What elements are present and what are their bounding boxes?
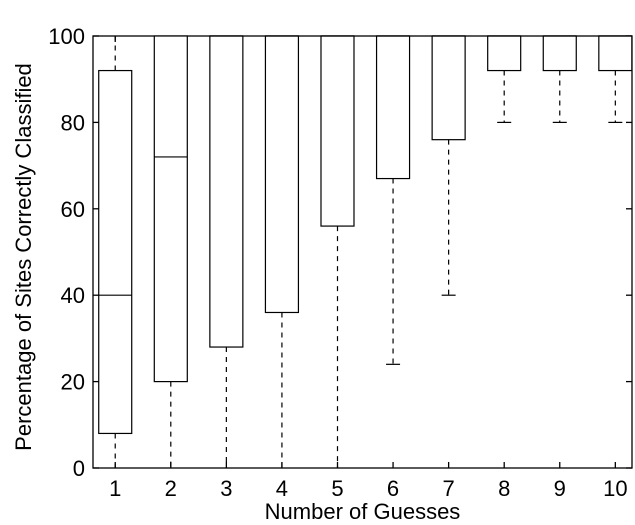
y-tick-label: 0 bbox=[73, 456, 85, 481]
box bbox=[98, 69, 133, 435]
y-tick-label: 60 bbox=[61, 197, 85, 222]
box bbox=[542, 35, 577, 72]
x-tick-label: 8 bbox=[498, 476, 510, 501]
x-tick-label: 3 bbox=[220, 476, 232, 501]
x-tick-label: 5 bbox=[331, 476, 343, 501]
y-axis-label: Percentage of Sites Correctly Classified bbox=[11, 63, 36, 451]
box bbox=[153, 35, 188, 383]
x-tick-label: 7 bbox=[443, 476, 455, 501]
y-tick-label: 20 bbox=[61, 370, 85, 395]
box bbox=[264, 35, 300, 314]
x-axis-label: Number of Guesses bbox=[265, 499, 461, 524]
y-tick-label: 100 bbox=[48, 24, 85, 49]
y-tick-label: 80 bbox=[61, 110, 85, 135]
x-tick-label: 10 bbox=[603, 476, 627, 501]
x-tick-label: 9 bbox=[554, 476, 566, 501]
x-tick-label: 6 bbox=[387, 476, 399, 501]
plot-area: 0 20 40 60 80 100 1 2 3 4 5 6 7 8 9 10 bbox=[48, 24, 633, 501]
x-tick-label: 1 bbox=[109, 476, 121, 501]
x-tick-label: 4 bbox=[276, 476, 288, 501]
plot-frame bbox=[92, 35, 633, 469]
box bbox=[209, 35, 244, 348]
box bbox=[487, 35, 522, 72]
y-tick-label: 40 bbox=[61, 283, 85, 308]
box bbox=[431, 35, 466, 141]
x-tick-label: 2 bbox=[165, 476, 177, 501]
box bbox=[598, 35, 633, 72]
box bbox=[320, 35, 355, 227]
box bbox=[375, 35, 411, 180]
